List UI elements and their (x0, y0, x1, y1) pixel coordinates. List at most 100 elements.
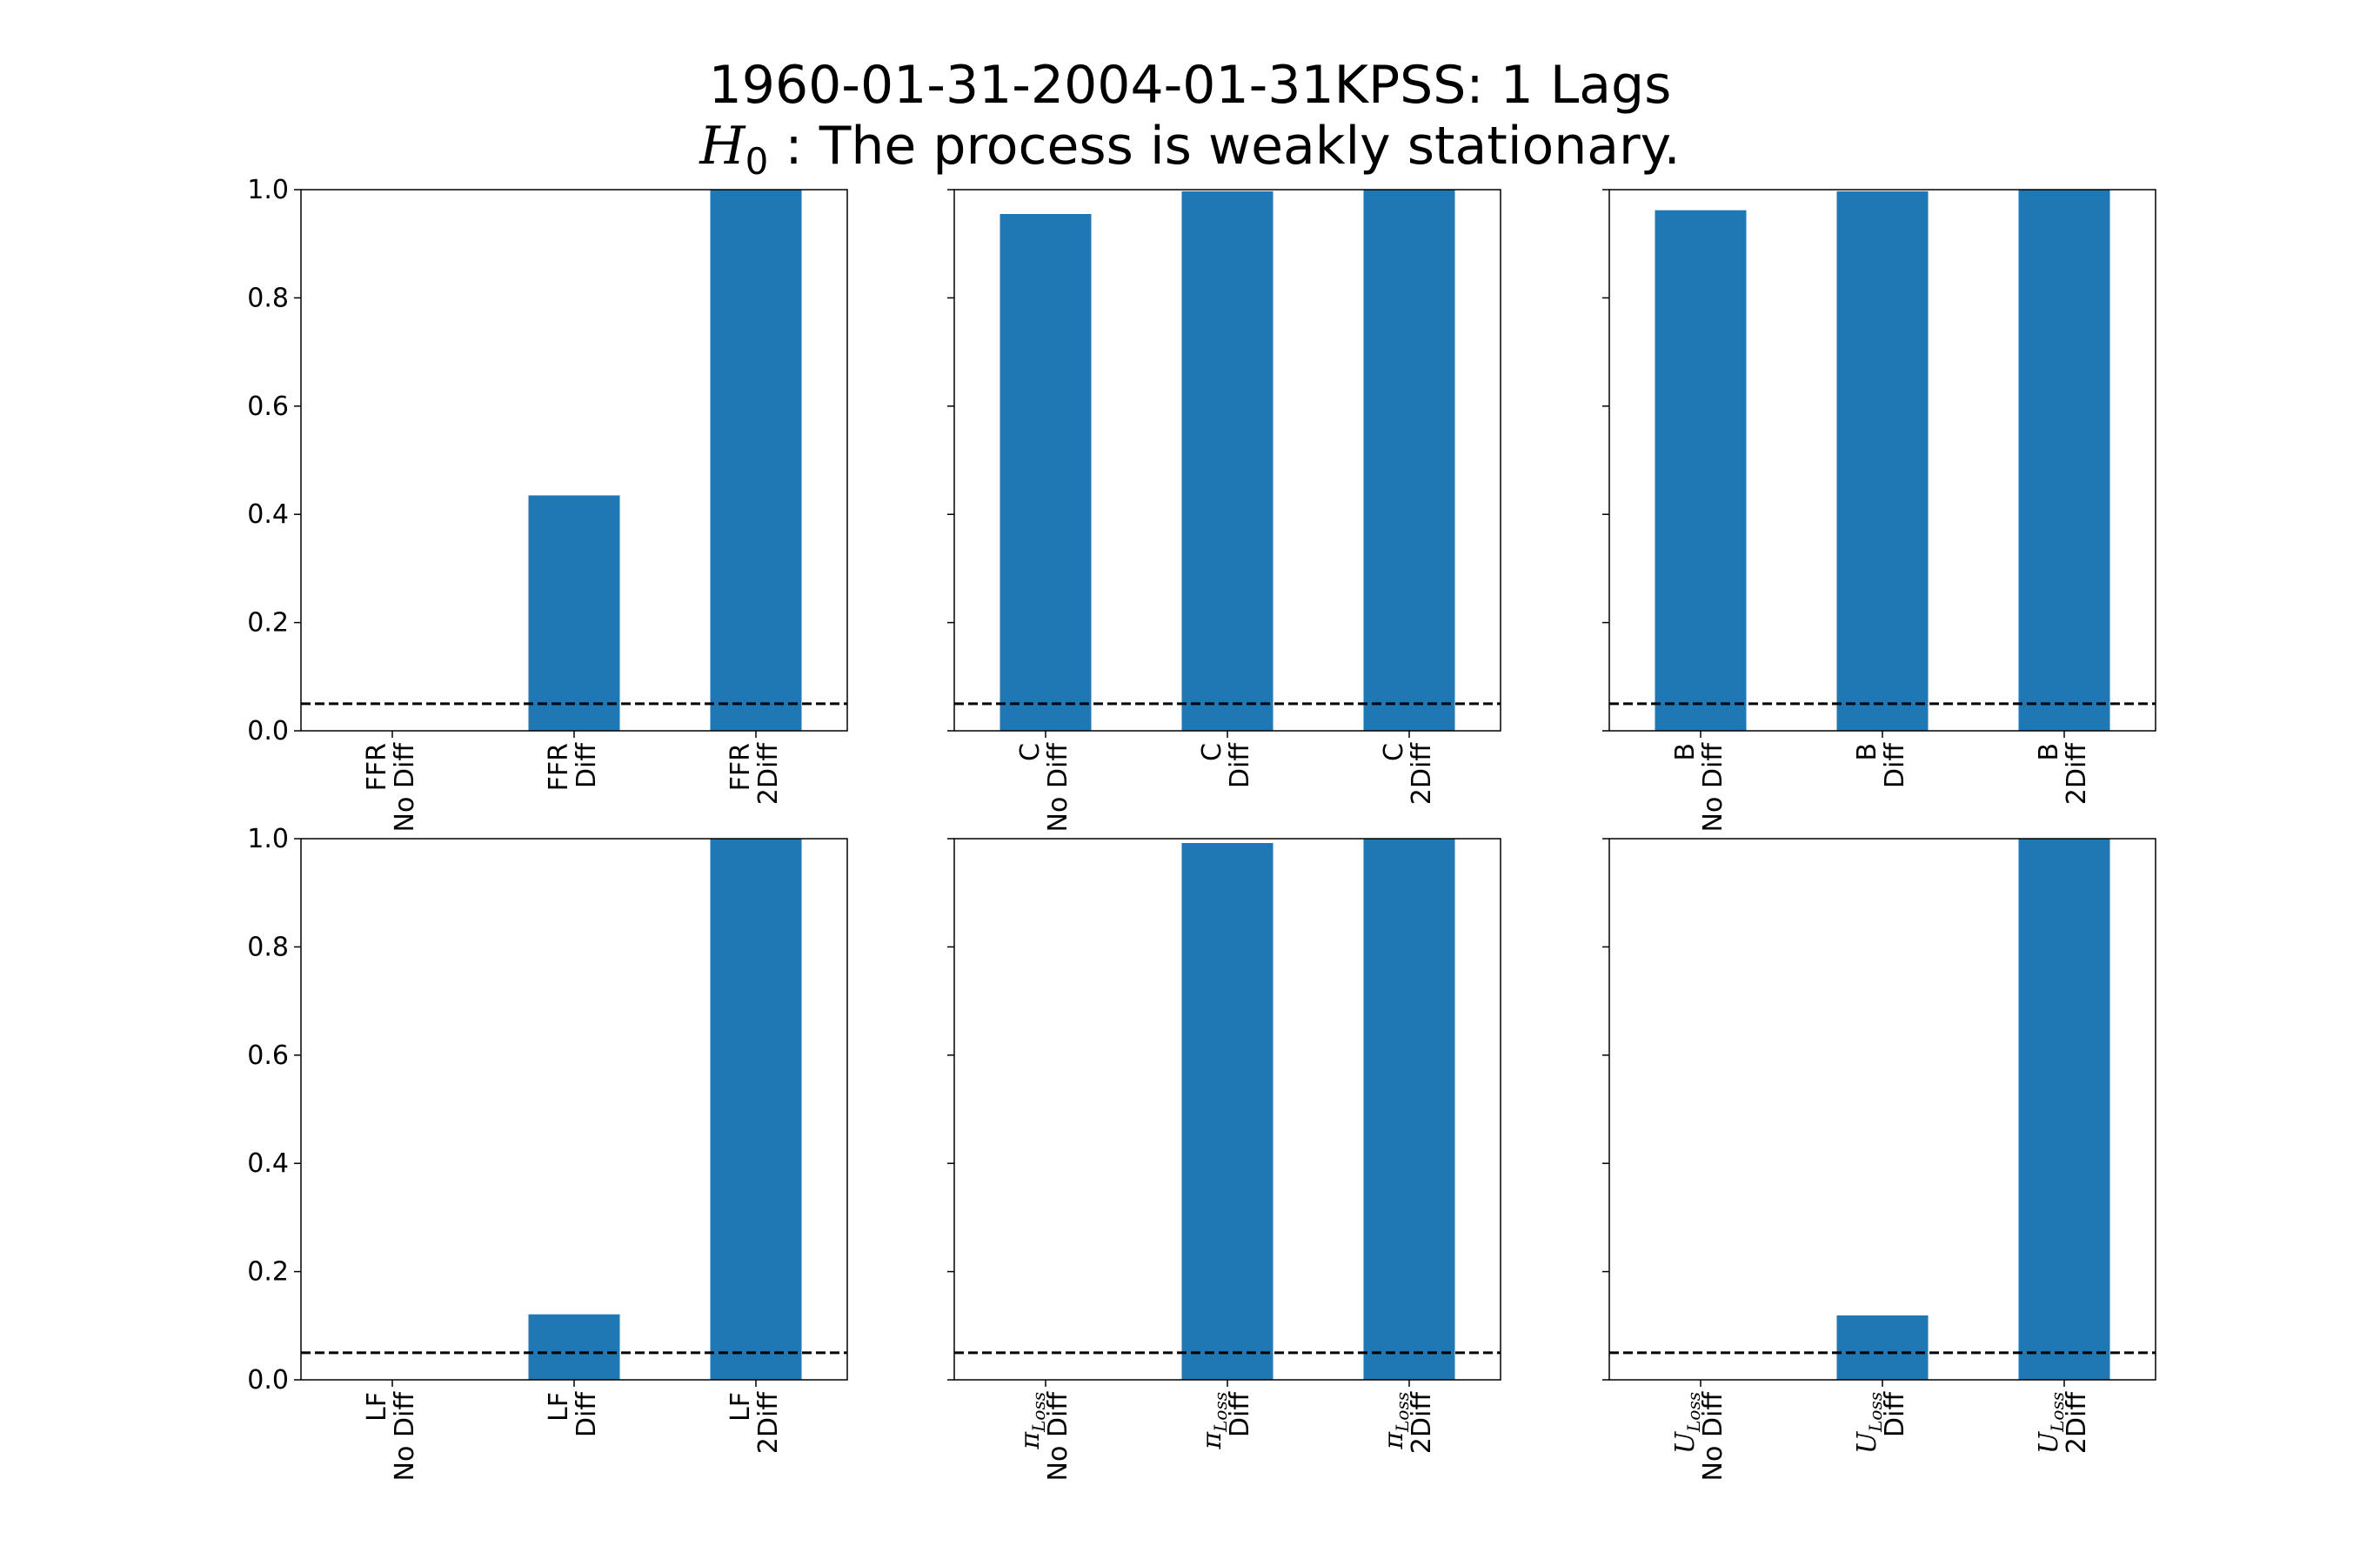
x-tick-label-transform: Diff (572, 742, 602, 788)
x-tick-label-transform: No Diff (1698, 742, 1728, 833)
variable-subscript: Loss (1865, 1392, 1886, 1433)
variable-symbol: π (1379, 1431, 1409, 1450)
variable-subscript: Loss (1392, 1392, 1413, 1433)
variable-subscript: Loss (1028, 1392, 1049, 1433)
figure-title-line1: 1960-01-31-2004-01-31KPSS: 1 Lags (709, 55, 1672, 116)
x-tick-label-transform: 2Diff (2062, 742, 2092, 806)
bar (1836, 1315, 1929, 1380)
y-tick-label: 0.6 (247, 1041, 289, 1071)
x-tick-label: ULossNo Diff (1670, 1391, 1728, 1482)
x-tick-label-transform: 2Diff (753, 1391, 784, 1455)
bar (710, 839, 802, 1380)
y-tick-label: 1.0 (247, 175, 289, 205)
y-tick-label: 0.4 (247, 1148, 289, 1179)
x-tick-label-transform: 2Diff (1407, 1391, 1437, 1455)
variable-symbol: U (1670, 1430, 1701, 1454)
x-tick-label-transform: No Diff (390, 1391, 420, 1482)
variable-symbol: U (2034, 1430, 2064, 1454)
x-tick-label-variable: ULoss (1670, 1392, 1704, 1454)
x-tick-label: C2Diff (1379, 742, 1437, 806)
x-tick-label-transform: Diff (1225, 1391, 1255, 1437)
x-tick-label: LFNo Diff (362, 1391, 420, 1482)
x-tick-label-transform: No Diff (1698, 1391, 1728, 1482)
x-tick-label-variable: B (1852, 743, 1882, 761)
x-tick-label-variable: C (1197, 743, 1227, 761)
x-tick-label-variable: FFR (725, 743, 756, 791)
variable-subscript: Loss (1210, 1392, 1231, 1433)
hypothesis-symbol: H (699, 116, 746, 177)
x-tick-label-transform: 2Diff (1407, 742, 1437, 806)
x-tick-label-transform: 2Diff (2062, 1391, 2092, 1455)
x-tick-label: ULossDiff (1852, 1391, 1910, 1454)
y-tick-label: 0.4 (247, 499, 289, 530)
x-tick-label-variable: ULoss (1852, 1392, 1886, 1454)
x-tick-label: FFR2Diff (725, 742, 784, 806)
x-tick-label: πLoss2Diff (1379, 1391, 1437, 1455)
x-tick-label: LF2Diff (725, 1391, 784, 1455)
x-tick-label-transform: No Diff (390, 742, 420, 833)
bar (528, 495, 620, 731)
x-tick-label-variable: B (1670, 743, 1701, 761)
subplot-1: CNo Diff CDiff C2Diff (947, 189, 1501, 833)
y-tick-label: 0.2 (247, 1257, 289, 1288)
x-tick-label-variable: FFR (362, 743, 392, 791)
x-tick-label-variable: πLoss (1197, 1392, 1231, 1450)
bar (528, 1314, 620, 1380)
x-tick-label-transform: No Diff (1043, 1391, 1073, 1482)
x-tick-label: BNo Diff (1670, 742, 1728, 833)
x-tick-label: πLossNo Diff (1015, 1391, 1073, 1482)
variable-subscript: Loss (1683, 1392, 1704, 1433)
x-tick-label-variable: πLoss (1379, 1392, 1413, 1450)
x-tick-label-transform: 2Diff (753, 742, 784, 806)
x-tick-label: CDiff (1197, 742, 1255, 788)
bar (710, 190, 802, 731)
x-tick-label-variable: B (2034, 743, 2064, 761)
x-tick-label-transform: Diff (1225, 742, 1255, 788)
bar (2018, 190, 2110, 731)
bar (999, 213, 1092, 732)
x-tick-label-transform: Diff (1880, 742, 1910, 788)
x-tick-label: ULoss2Diff (2034, 1391, 2092, 1455)
bar (1836, 191, 1929, 732)
x-tick-label-variable: C (1015, 743, 1046, 761)
x-tick-label: LFDiff (544, 1391, 602, 1437)
x-tick-label-variable: πLoss (1015, 1392, 1049, 1450)
x-tick-label-transform: No Diff (1043, 742, 1073, 833)
x-tick-label-transform: Diff (572, 1391, 602, 1437)
variable-subscript: Loss (2047, 1392, 2068, 1433)
bar (1181, 191, 1274, 732)
y-tick-label: 0.0 (247, 1365, 289, 1395)
y-tick-label: 0.0 (247, 716, 289, 746)
x-tick-label-variable: LF (362, 1392, 392, 1422)
variable-symbol: U (1852, 1430, 1882, 1454)
x-tick-label-variable: C (1379, 743, 1409, 761)
x-tick-label: BDiff (1852, 742, 1910, 788)
x-tick-label: CNo Diff (1015, 742, 1073, 833)
y-tick-label: 0.2 (247, 608, 289, 639)
figure-title-line2: H0 : The process is weakly stationary. (699, 116, 1680, 183)
bar (1363, 190, 1455, 731)
y-tick-label: 0.8 (247, 932, 289, 962)
hypothesis-text: : The process is weakly stationary. (768, 116, 1680, 177)
bar (1363, 839, 1455, 1380)
y-tick-label: 0.8 (247, 283, 289, 313)
x-tick-label: πLossDiff (1197, 1391, 1255, 1450)
variable-symbol: π (1197, 1431, 1227, 1450)
x-tick-label-variable: LF (725, 1392, 756, 1422)
x-tick-label: FFRNo Diff (362, 742, 420, 833)
x-tick-label-variable: LF (544, 1392, 574, 1422)
bar (2018, 839, 2110, 1380)
hypothesis-subscript: 0 (745, 140, 769, 183)
x-tick-label: FFRDiff (544, 742, 602, 792)
y-tick-label: 1.0 (247, 824, 289, 854)
bar (1181, 842, 1274, 1380)
bar (1655, 210, 1747, 732)
x-tick-label-transform: Diff (1880, 1391, 1910, 1437)
y-tick-label: 0.6 (247, 392, 289, 422)
